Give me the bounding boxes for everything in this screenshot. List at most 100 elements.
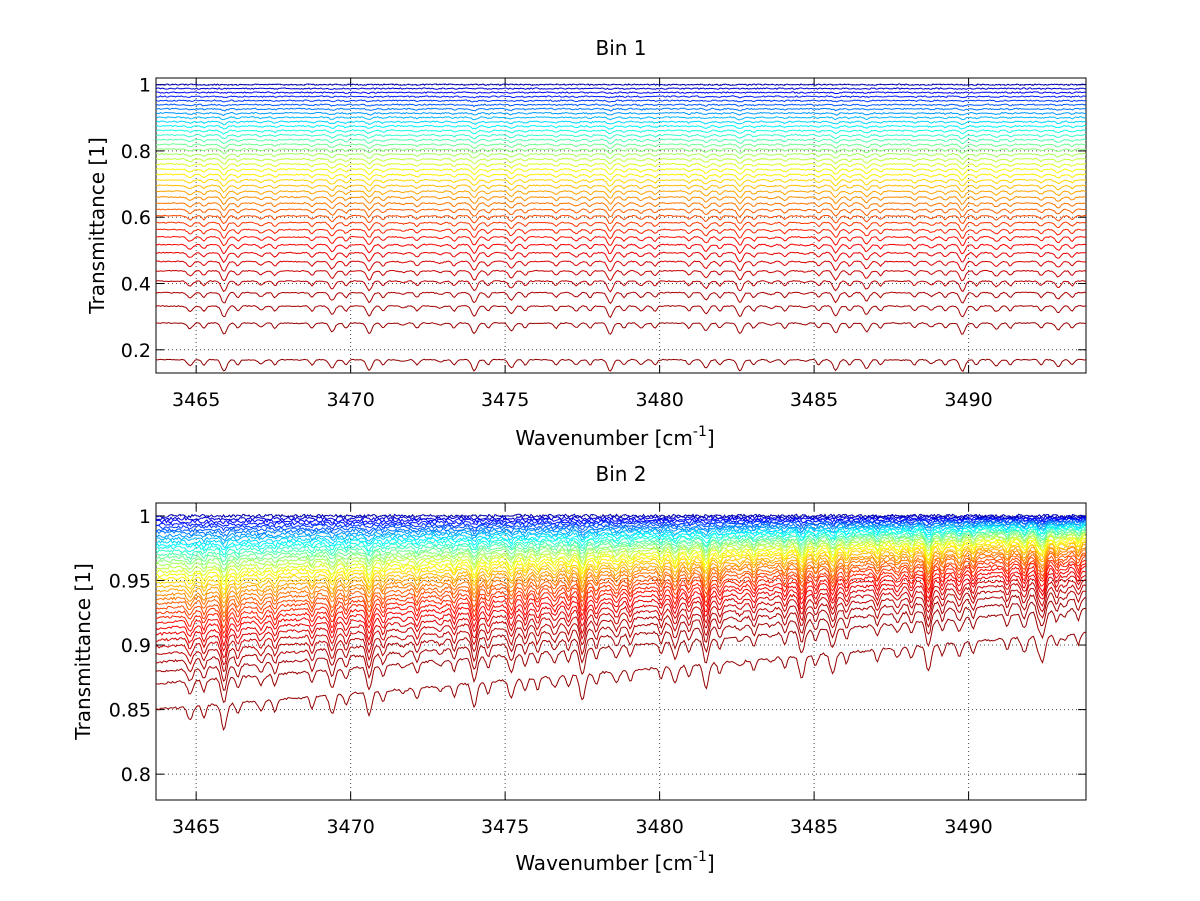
series-line [156, 562, 1086, 638]
series-line [156, 525, 1086, 558]
series-line [156, 607, 1086, 704]
series-line [156, 524, 1086, 556]
y-tick-label: 0.95 [109, 570, 151, 592]
series-line [156, 538, 1086, 591]
series-line [156, 565, 1086, 647]
series-line [156, 291, 1086, 305]
x-axis-label: Wavenumber [cm-1] [515, 424, 714, 450]
x-tick-label: 3480 [635, 816, 683, 838]
x-tick-label: 3485 [790, 389, 838, 411]
series-line [156, 521, 1086, 545]
series-line [156, 533, 1086, 582]
y-axis-label: Transmittance [1] [71, 563, 95, 741]
y-tick-label: 1 [139, 75, 151, 97]
series-line [156, 99, 1086, 103]
series-line [156, 269, 1086, 282]
series-line [156, 527, 1086, 563]
y-tick-label: 0.8 [121, 141, 151, 163]
series-line [156, 120, 1086, 126]
series-line [156, 111, 1086, 117]
series-line [156, 235, 1086, 247]
series-line [156, 221, 1086, 232]
series-line [156, 541, 1086, 600]
series-line [156, 532, 1086, 578]
series-line [156, 631, 1086, 732]
series-line [156, 196, 1086, 206]
series-line [156, 590, 1086, 682]
series-line [156, 513, 1086, 519]
series-line [156, 549, 1086, 614]
y-axis-label: Transmittance [1] [85, 137, 109, 315]
series-line [156, 579, 1086, 666]
series-line [156, 124, 1086, 130]
series-line [156, 214, 1086, 225]
series-line [156, 544, 1086, 604]
series-line [156, 530, 1086, 571]
series-line [156, 184, 1086, 194]
series-line [156, 178, 1086, 187]
series-line [156, 202, 1086, 212]
y-tick-label: 0.85 [109, 700, 151, 722]
series-line [156, 116, 1086, 121]
series-line [156, 260, 1086, 272]
series-line [156, 574, 1086, 659]
series-line [156, 103, 1086, 108]
y-tick-label: 0.9 [121, 635, 151, 657]
series-line [156, 208, 1086, 218]
x-tick-label: 3490 [944, 389, 992, 411]
series-line [156, 228, 1086, 240]
x-tick-label: 3475 [481, 816, 529, 838]
series-line [156, 129, 1086, 135]
chart-title: Bin 2 [595, 462, 646, 486]
series-line [156, 305, 1086, 319]
series-line [156, 516, 1086, 527]
series-line [156, 528, 1086, 566]
series-line [156, 556, 1086, 629]
series-line [156, 173, 1086, 182]
series-line [156, 517, 1086, 532]
chart-1: 3465 3470 3475 3480 3485 3490 0.2 0.4 0.6 0.8 1 Bin… [85, 36, 1087, 450]
series-line [156, 251, 1086, 264]
y-tick-label: 0.2 [121, 340, 151, 362]
chart-title: Bin 1 [595, 36, 646, 60]
series-line [156, 138, 1086, 145]
series-line [156, 522, 1086, 549]
series-group [156, 83, 1086, 373]
series-line [156, 243, 1086, 255]
series-line [156, 358, 1086, 373]
series-line [156, 157, 1086, 165]
series-line [156, 190, 1086, 199]
series-line [156, 83, 1086, 86]
series-line [156, 322, 1086, 335]
x-tick-label: 3480 [635, 389, 683, 411]
series-line [156, 546, 1086, 609]
y-tick-label: 0.6 [121, 207, 151, 229]
series-line [156, 551, 1086, 618]
x-tick-label: 3475 [481, 389, 529, 411]
series-line [156, 143, 1086, 150]
series-line [156, 107, 1086, 112]
series-line [156, 133, 1086, 140]
series-line [156, 596, 1086, 691]
series-line [156, 280, 1086, 293]
x-tick-label: 3470 [326, 389, 374, 411]
series-line [156, 519, 1086, 538]
series-line [156, 559, 1086, 635]
x-tick-label: 3465 [172, 389, 220, 411]
x-tick-label: 3465 [172, 816, 220, 838]
x-tick-label: 3485 [790, 816, 838, 838]
y-tick-label: 0.8 [121, 764, 151, 786]
series-line [156, 531, 1086, 573]
chart-2: 3465 3470 3475 3480 3485 3490 0.8 0.85 0.9 0.95 1 B… [71, 462, 1087, 875]
series-line [156, 95, 1086, 99]
series-line [156, 162, 1086, 171]
series-line [156, 168, 1086, 176]
series-group [156, 513, 1086, 732]
x-tick-label: 3470 [326, 816, 374, 838]
series-line [156, 537, 1086, 586]
series-line [156, 584, 1086, 672]
series-line [156, 147, 1086, 155]
x-tick-label: 3490 [944, 816, 992, 838]
x-axis-label: Wavenumber [cm-1] [515, 849, 714, 875]
